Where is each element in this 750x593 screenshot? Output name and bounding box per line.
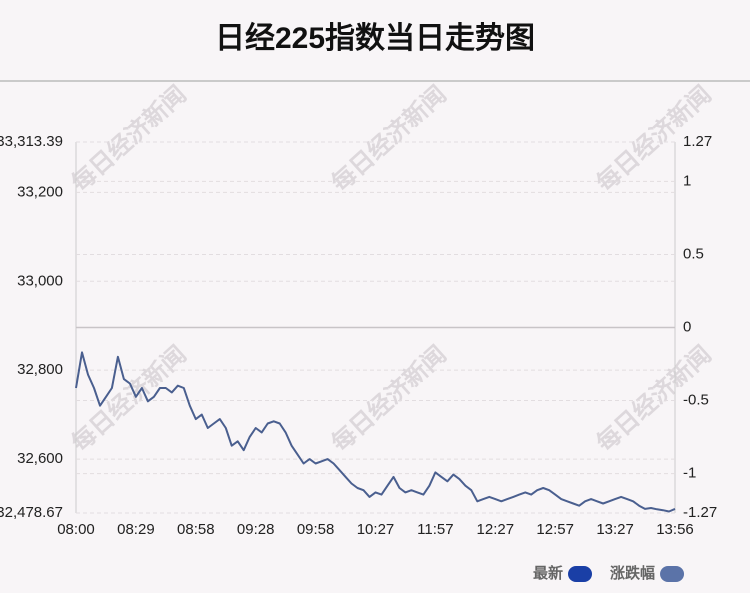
y-tick-label: 33,200 <box>17 183 63 200</box>
x-tick-label: 12:27 <box>477 521 515 538</box>
y2-tick-label: 1 <box>683 172 691 189</box>
x-tick-label: 08:29 <box>117 521 155 538</box>
x-tick-label: 08:58 <box>177 521 215 538</box>
x-tick-label: 13:27 <box>596 521 634 538</box>
y-tick-label: 33,313.39 <box>0 133 63 150</box>
y2-tick-label: -0.5 <box>683 392 709 409</box>
x-tick-label: 08:00 <box>57 521 95 538</box>
x-tick-label: 11:57 <box>417 521 453 538</box>
legend-swatch <box>660 566 685 582</box>
y-tick-label: 33,000 <box>17 272 63 289</box>
y2-tick-label: -1 <box>683 465 696 482</box>
x-tick-label: 12:57 <box>536 521 574 538</box>
y2-tick-label: 1.27 <box>683 133 712 150</box>
x-tick-label: 09:58 <box>297 521 335 538</box>
y2-tick-label: 0.5 <box>683 245 704 262</box>
legend-label: 最新 <box>533 564 563 582</box>
x-tick-label: 10:27 <box>357 521 395 538</box>
x-tick-label: 09:28 <box>237 521 275 538</box>
y-tick-label: 32,478.67 <box>0 504 63 521</box>
y-tick-label: 32,600 <box>17 450 63 467</box>
legend-label: 涨跌幅 <box>610 564 655 582</box>
y2-tick-label: 0 <box>683 318 691 335</box>
x-tick-label: 13:56 <box>656 521 694 538</box>
legend-swatch <box>568 566 593 582</box>
y2-tick-label: -1.27 <box>683 504 717 521</box>
price-line <box>75 351 676 513</box>
y-tick-label: 32,800 <box>17 361 63 378</box>
chart-title: 日经225指数当日走势图 <box>215 21 535 55</box>
